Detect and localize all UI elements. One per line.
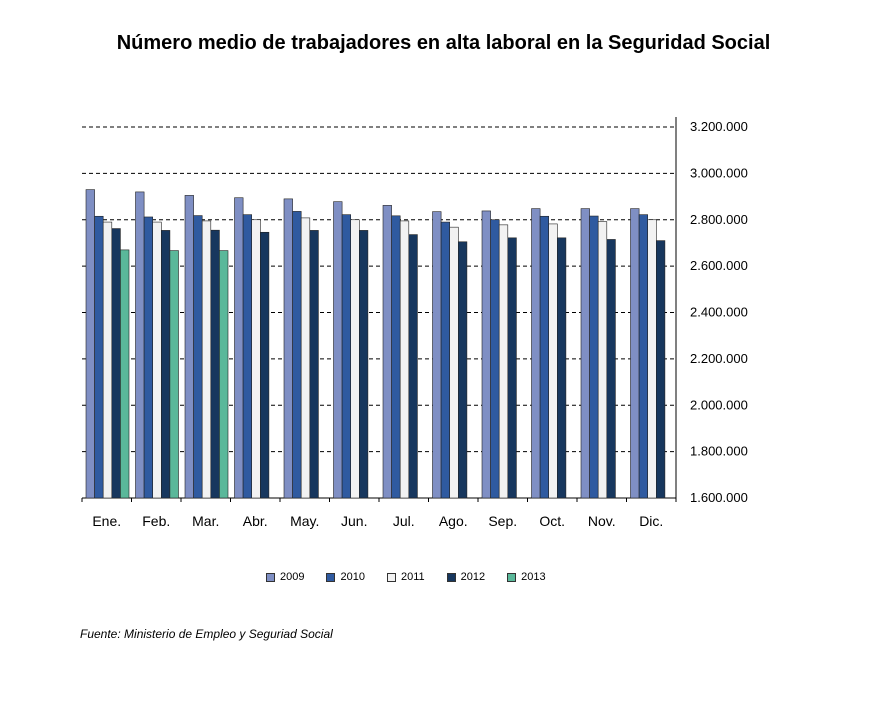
legend-swatch-2011 [386, 572, 396, 582]
legend-item-2013: 2013 [507, 571, 546, 583]
legend-swatch-2013 [507, 572, 517, 582]
bar-2012-6 [408, 234, 418, 499]
source-note: Fuente: Ministerio de Empleo y Seguriad … [80, 627, 333, 641]
bar-2010-7 [440, 221, 451, 499]
bar-2012-10 [606, 239, 616, 499]
x-tick-label: Jun. [341, 513, 367, 529]
legend-label-2009: 2009 [280, 571, 305, 583]
bar-2009-4 [283, 198, 293, 499]
x-tick-label: Sep. [488, 513, 517, 529]
bar-2009-8 [481, 210, 491, 499]
bar-2009-7 [432, 211, 442, 499]
y-tick-label: 1.800.000 [690, 444, 748, 459]
x-tick-label: Jul. [393, 513, 415, 529]
x-tick-label: Ene. [92, 513, 121, 529]
bar-2009-3 [234, 197, 244, 499]
bar-2011-0 [102, 221, 113, 499]
x-tick-label: Mar. [192, 513, 219, 529]
legend-item-2011: 2011 [386, 571, 425, 583]
bar-2010-0 [94, 215, 104, 499]
bar-2010-6 [391, 215, 401, 499]
bar-2011-7 [449, 226, 459, 499]
bar-2010-4 [292, 211, 302, 499]
bar-2009-11 [630, 208, 640, 499]
bar-2011-6 [399, 220, 410, 499]
bar-2010-5 [341, 214, 352, 499]
bar-2009-0 [85, 189, 95, 499]
legend-label-2012: 2012 [460, 571, 486, 583]
chart-title: Número medio de trabajadores en alta lab… [116, 32, 771, 54]
y-tick-label: 1.600.000 [690, 490, 748, 505]
x-tick-label: Nov. [588, 513, 616, 529]
y-tick-label: 2.000.000 [690, 397, 748, 412]
x-tick-label: May. [290, 513, 319, 529]
bar-2013-0 [120, 249, 130, 499]
bar-2009-1 [135, 191, 145, 499]
bar-2011-3 [251, 219, 261, 499]
bar-2009-5 [333, 201, 343, 499]
bar-2012-3 [259, 231, 270, 499]
bar-2010-8 [490, 219, 500, 499]
bar-2010-9 [539, 215, 549, 499]
x-tick-label: Feb. [142, 513, 170, 529]
y-tick-label: 3.000.000 [690, 165, 748, 180]
bar-2011-5 [350, 219, 360, 499]
legend-swatch-2010 [326, 572, 336, 582]
bar-2012-7 [457, 241, 468, 499]
x-tick-label: Ago. [439, 513, 468, 529]
chart-legend: 2009 2010 2011 2012 2013 [266, 571, 546, 583]
bar-2009-9 [531, 208, 541, 499]
bar-2010-10 [589, 215, 599, 499]
bar-2010-1 [143, 216, 154, 499]
bar-2011-8 [498, 224, 509, 499]
y-tick-label: 2.200.000 [690, 351, 748, 366]
bar-2012-8 [507, 237, 517, 499]
bar-2013-2 [219, 250, 229, 499]
bar-2009-2 [184, 195, 194, 499]
bar-2012-2 [210, 229, 220, 499]
legend-swatch-2012 [446, 572, 456, 582]
legend-swatch-2009 [266, 572, 275, 582]
bar-2010-3 [242, 214, 253, 499]
bar-2012-0 [111, 228, 121, 499]
bar-2011-2 [201, 220, 212, 499]
bar-2009-10 [580, 208, 590, 499]
legend-label-2010: 2010 [340, 571, 365, 583]
bar-2011-10 [597, 221, 608, 499]
bar-2012-5 [358, 230, 369, 499]
y-tick-label: 2.600.000 [690, 258, 748, 273]
legend-item-2010: 2010 [326, 571, 365, 583]
legend-item-2009: 2009 [266, 571, 304, 583]
y-tick-label: 2.400.000 [690, 305, 748, 320]
bar-2012-1 [161, 230, 171, 499]
bar-2011-11 [647, 219, 657, 499]
x-tick-label: Abr. [243, 513, 268, 529]
bar-2013-1 [169, 250, 179, 499]
bar-2012-11 [655, 240, 666, 499]
bar-2011-9 [548, 223, 558, 499]
legend-label-2011: 2011 [400, 571, 425, 583]
bar-2012-4 [309, 230, 319, 499]
bar-2009-6 [382, 205, 392, 499]
bar-2010-11 [638, 214, 648, 499]
bar-2011-4 [300, 217, 311, 499]
x-tick-label: Oct. [539, 513, 565, 529]
bar-2011-1 [152, 221, 162, 499]
x-tick-label: Dic. [639, 513, 663, 529]
legend-label-2013: 2013 [521, 571, 546, 583]
y-tick-label: 3.200.000 [690, 119, 748, 134]
legend-item-2012: 2012 [446, 571, 486, 583]
bar-2010-2 [193, 215, 203, 499]
bar-2012-9 [556, 237, 567, 499]
y-tick-label: 2.800.000 [690, 212, 748, 227]
